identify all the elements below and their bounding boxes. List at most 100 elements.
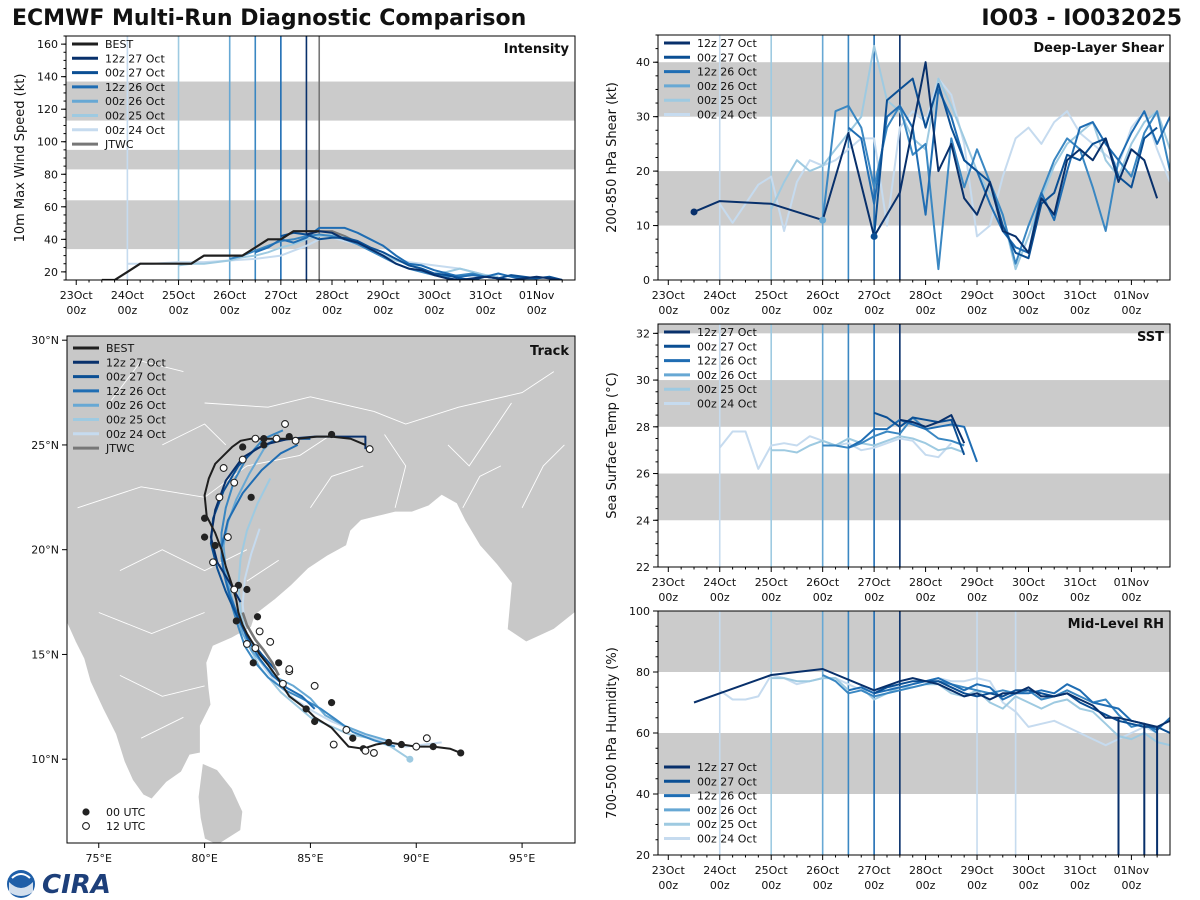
best-00z-marker xyxy=(302,705,310,713)
shear-xtick-day: 24Oct xyxy=(703,289,737,302)
sst-xtick-day: 29Oct xyxy=(961,576,995,589)
shear-xtick-day: 27Oct xyxy=(858,289,892,302)
rh-band xyxy=(658,733,1170,794)
intensity-legend-label: 00z 26 Oct xyxy=(105,95,165,108)
shear-xtick-day: 31Oct xyxy=(1063,289,1097,302)
best-00z-marker xyxy=(397,740,406,749)
track-frame xyxy=(66,335,576,844)
intensity-xtick-day: 01Nov xyxy=(519,289,555,302)
intensity-series-line xyxy=(306,230,563,280)
jtwc-track-line xyxy=(241,612,280,676)
rh-chart: 20 40 60 80 100 23Oct 00z 24Oct 00z 25Oct 00z 26Oct… xyxy=(605,605,1171,892)
intensity-xtick-day: 25Oct xyxy=(162,289,196,302)
shear-legend-label: 00z 27 Oct xyxy=(697,51,757,64)
shear-legend-label: 00z 24 Oct xyxy=(697,109,757,122)
intensity-ytick-label: 160 xyxy=(37,38,58,51)
sst-xtick-hour: 00z xyxy=(916,591,936,604)
rh-legend-label: 12z 26 Oct xyxy=(697,790,757,803)
sst-plot-area xyxy=(658,324,1170,567)
sst-series-line xyxy=(873,411,966,456)
best-12z-marker xyxy=(281,420,289,428)
sst-xtick-day: 25Oct xyxy=(755,576,789,589)
best-12z-marker xyxy=(238,455,247,464)
shear-xtick-hour: 00z xyxy=(710,304,730,317)
sst-legend-label: 00z 24 Oct xyxy=(697,398,757,411)
state-border xyxy=(204,396,375,412)
rh-xtick-hour: 00z xyxy=(658,879,678,892)
best-00z-marker xyxy=(385,738,393,747)
intensity-legend-label: BEST xyxy=(105,38,133,51)
rh-legend-label: 00z 25 Oct xyxy=(697,818,757,831)
best-12z-marker xyxy=(215,493,224,502)
intensity-xtick-day: 30Oct xyxy=(418,289,452,302)
track-map: 75°E 80°E 85°E 90°E 95°E 10°N 15°N 20°N 25°N 30°N… xyxy=(31,334,576,865)
state-border xyxy=(521,444,565,509)
state-border xyxy=(384,434,407,508)
intensity-xtick-hour: 00z xyxy=(117,304,137,317)
best-00z-marker xyxy=(249,659,257,667)
intensity-title: Intensity xyxy=(504,42,570,57)
best-00z-marker xyxy=(200,533,209,541)
sst-ytick-label: 26 xyxy=(636,468,650,481)
shear-band xyxy=(658,171,1170,226)
intensity-xtick-hour: 00z xyxy=(322,304,342,317)
track-legend-label: 00z 25 Oct xyxy=(106,414,166,427)
best-12z-marker xyxy=(223,533,232,542)
track-xtick-label: 75°E xyxy=(86,852,112,865)
intensity-ytick-label: 140 xyxy=(37,71,58,84)
sst-xtick-day: 28Oct xyxy=(909,576,943,589)
legend-00z-marker xyxy=(82,808,90,816)
shear-legend-label: 12z 27 Oct xyxy=(697,37,757,50)
track-legend-label: 12z 26 Oct xyxy=(106,385,166,398)
rh-ytick-label: 60 xyxy=(636,727,650,740)
best-12z-marker xyxy=(291,436,300,445)
intensity-xtick-hour: 00z xyxy=(271,304,291,317)
rh-xtick-hour: 00z xyxy=(1122,879,1142,892)
intensity-ytick-label: 100 xyxy=(37,136,58,149)
sst-xtick-day: 31Oct xyxy=(1063,576,1097,589)
intensity-ylabel: 10m Max Wind Speed (kt) xyxy=(13,74,28,243)
rh-series-line xyxy=(693,668,1170,855)
shear-ytick-label: 10 xyxy=(636,220,650,233)
sst-chart: 22 24 26 28 30 32 23Oct 00z 24Oct 00z 25Oct 00z 26Oc… xyxy=(605,323,1171,604)
intensity-xtick-day: 27Oct xyxy=(264,289,298,302)
best-12z-marker xyxy=(285,665,294,674)
shear-series-line xyxy=(693,61,1159,254)
rh-legend-label: 00z 27 Oct xyxy=(697,775,757,788)
shear-legend-label: 00z 26 Oct xyxy=(697,80,757,93)
shear-xtick-hour: 00z xyxy=(1019,304,1039,317)
shear-series-line xyxy=(770,44,1170,271)
sst-series-line xyxy=(822,416,965,449)
intensity-ytick-label: 40 xyxy=(44,233,58,246)
intensity-xtick-day: 28Oct xyxy=(315,289,349,302)
shear-ylabel: 200-850 hPa Shear (kt) xyxy=(605,82,620,233)
rh-xtick-hour: 00z xyxy=(916,879,936,892)
intensity-ytick-label: 20 xyxy=(44,266,58,279)
rh-series-line xyxy=(848,677,1170,731)
rh-xtick-day: 29Oct xyxy=(961,864,995,877)
intensity-xtick-hour: 00z xyxy=(424,304,444,317)
rh-xtick-day: 01Nov xyxy=(1114,864,1150,877)
sst-legend-label: 12z 27 Oct xyxy=(697,326,757,339)
intensity-legend-label: 12z 26 Oct xyxy=(105,81,165,94)
track-ytick-label: 10°N xyxy=(31,753,59,766)
best-00z-marker xyxy=(457,749,465,757)
rh-xtick-day: 27Oct xyxy=(858,864,892,877)
state-border xyxy=(108,360,184,404)
sst-frame xyxy=(657,323,1171,568)
shear-ytick-label: 20 xyxy=(636,165,650,178)
rh-title: Mid-Level RH xyxy=(1068,617,1164,632)
state-border xyxy=(310,465,364,509)
shear-init-dot xyxy=(819,216,827,224)
page-title: ECMWF Multi-Run Diagnostic Comparison xyxy=(12,6,527,31)
sst-xtick-day: 27Oct xyxy=(858,576,892,589)
intensity-series-line xyxy=(254,226,537,280)
shear-xtick-hour: 00z xyxy=(813,304,833,317)
best-12z-marker xyxy=(219,464,228,472)
track-legend-label: 00z 26 Oct xyxy=(106,399,166,412)
rh-xtick-day: 28Oct xyxy=(909,864,943,877)
intensity-legend-label: 00z 25 Oct xyxy=(105,110,165,123)
sst-legend-label: 00z 26 Oct xyxy=(697,369,757,382)
sst-xtick-hour: 00z xyxy=(710,591,730,604)
intensity-xtick-hour: 00z xyxy=(169,304,189,317)
